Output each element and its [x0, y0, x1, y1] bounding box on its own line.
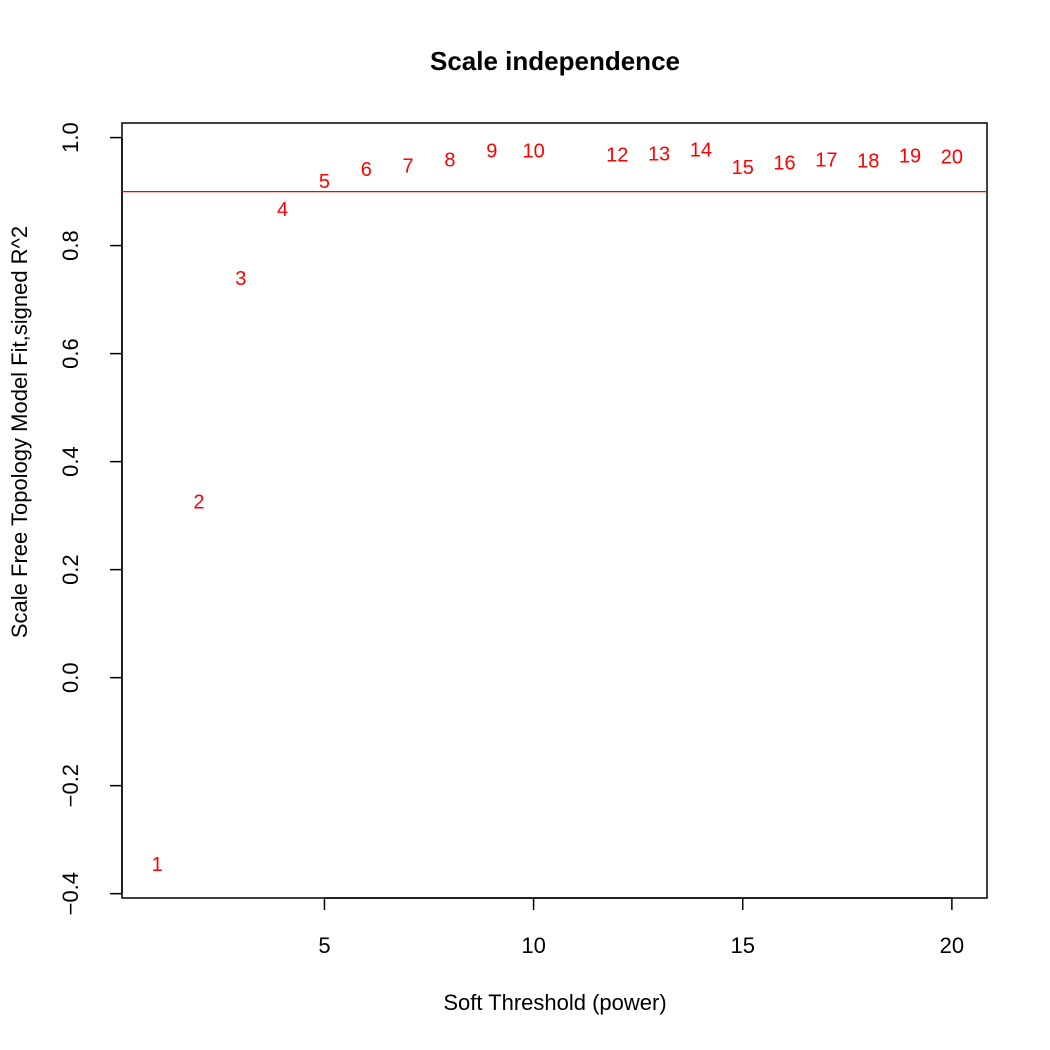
point-label: 20: [941, 147, 963, 169]
y-tick-label: 0.4: [58, 446, 83, 477]
y-tick-label: 0.8: [58, 230, 83, 261]
point-label: 16: [773, 153, 795, 175]
point-label: 7: [403, 156, 414, 178]
x-tick-label: 5: [318, 933, 330, 958]
y-tick-label: 0.0: [58, 662, 83, 693]
point-label: 15: [732, 157, 754, 179]
y-tick-label: −0.2: [58, 764, 83, 807]
y-tick-label: −0.4: [58, 872, 83, 915]
x-axis: 5 10 15 20: [318, 897, 964, 958]
y-tick-label: 0.2: [58, 554, 83, 585]
point-label: 18: [857, 150, 879, 172]
x-tick-label: 15: [730, 933, 754, 958]
point-label: 6: [361, 159, 372, 181]
point-label: 17: [815, 149, 837, 171]
y-axis: −0.4 −0.2 0.0 0.2 0.4 0.6 0.8 1.0: [58, 122, 123, 915]
point-label: 1: [152, 854, 163, 876]
point-label: 13: [648, 143, 670, 165]
point-label: 4: [277, 199, 288, 221]
y-tick-label: 1.0: [58, 122, 83, 153]
point-label: 19: [899, 145, 921, 167]
plot-frame: [121, 122, 988, 899]
point-label: 9: [486, 141, 497, 163]
point-label: 2: [193, 492, 204, 514]
y-axis-label: Scale Free Topology Model Fit,signed R^2: [7, 226, 32, 638]
x-tick-label: 20: [940, 933, 964, 958]
x-axis-label: Soft Threshold (power): [443, 990, 666, 1015]
point-label: 14: [690, 140, 712, 162]
point-label: 8: [444, 149, 455, 171]
point-label: 12: [606, 144, 628, 166]
x-tick-label: 10: [521, 933, 545, 958]
point-label: 10: [522, 141, 544, 163]
point-label: 3: [235, 268, 246, 290]
point-label: 5: [319, 171, 330, 193]
y-tick-label: 0.6: [58, 338, 83, 369]
chart-title: Scale independence: [430, 46, 680, 76]
